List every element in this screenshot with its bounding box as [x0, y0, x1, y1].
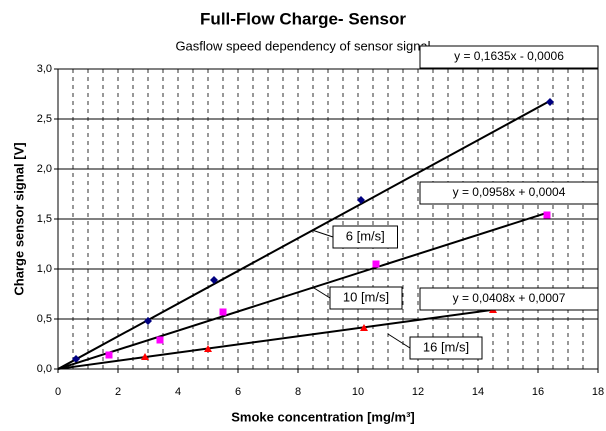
point: [219, 308, 227, 316]
x-tick-label: 10: [352, 386, 364, 398]
x-tick-label: 0: [55, 386, 61, 398]
y-tick-label: 3,0: [37, 63, 52, 75]
point: [210, 276, 218, 284]
x-tick-label: 14: [472, 386, 484, 398]
point: [372, 260, 380, 268]
equation-box: [419, 181, 599, 205]
equation-label: y = 0,0408x + 0,0007: [453, 291, 566, 305]
point: [543, 211, 551, 219]
leader-line: [311, 229, 334, 238]
x-tick-label: 6: [235, 386, 241, 398]
x-tick-label: 18: [592, 386, 604, 398]
equation-box: [419, 45, 599, 69]
x-tick-label: 8: [295, 386, 301, 398]
y-axis-label: Charge sensor signal [V]: [11, 142, 26, 295]
point: [546, 98, 554, 106]
trendline: [57, 301, 551, 370]
y-tick-label: 1,0: [37, 263, 52, 275]
point: [360, 324, 368, 331]
x-tick-label: 16: [532, 386, 544, 398]
series-label-box: [409, 336, 483, 360]
x-axis-label: Smoke concentration [mg/m³]: [231, 409, 414, 424]
y-tick-label: 1,5: [37, 213, 52, 225]
series-label: 16 [m/s]: [423, 339, 469, 354]
x-tick-label: 2: [115, 386, 121, 398]
series-label: 10 [m/s]: [343, 289, 389, 304]
leader-line: [313, 287, 331, 299]
y-tick-label: 2,5: [37, 113, 52, 125]
x-tick-label: 4: [175, 386, 181, 398]
equation-box: [419, 287, 599, 311]
point: [357, 196, 365, 204]
y-tick-label: 0,5: [37, 313, 52, 325]
y-tick-label: 2,0: [37, 163, 52, 175]
equation-label: y = 0,0958x + 0,0004: [453, 185, 566, 199]
x-tick-label: 12: [412, 386, 424, 398]
chart-subtitle: Gasflow speed dependency of sensor signa…: [175, 38, 430, 53]
trendline: [57, 100, 551, 370]
leader-line: [387, 333, 411, 349]
point: [156, 336, 164, 344]
point: [204, 345, 212, 352]
point: [144, 317, 152, 325]
y-tick-label: 0,0: [37, 363, 52, 375]
series-label-box: [332, 225, 398, 249]
point: [105, 351, 113, 359]
equation-label: y = 0,1635x - 0,0006: [454, 49, 564, 63]
series-label: 6 [m/s]: [346, 228, 385, 243]
point: [141, 353, 149, 360]
trendline: [57, 211, 548, 370]
point: [72, 355, 80, 363]
chart-title: Full-Flow Charge- Sensor: [200, 9, 406, 28]
series-label-box: [329, 286, 403, 310]
